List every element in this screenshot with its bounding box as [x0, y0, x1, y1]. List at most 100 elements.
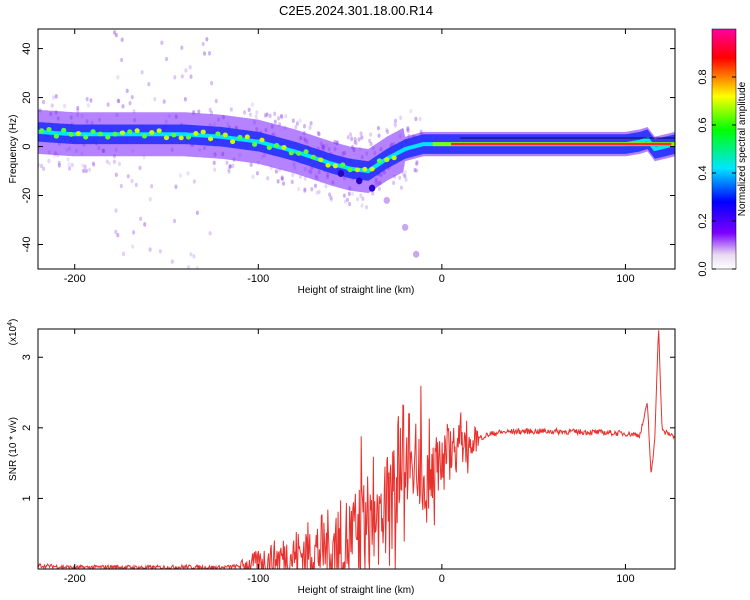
x-tick-label: 0: [439, 573, 445, 585]
noise-speck: [52, 95, 56, 100]
spectral-peak: [362, 166, 368, 172]
noise-speck: [316, 130, 320, 136]
noise-speck: [68, 166, 72, 171]
spectral-peak: [310, 154, 316, 160]
noise-speck: [349, 132, 353, 137]
noise-speck: [251, 174, 255, 180]
noise-speck: [173, 218, 177, 224]
branch-point: [412, 250, 420, 258]
noise-speck: [86, 103, 90, 108]
branch-point: [337, 169, 345, 177]
noise-speck: [227, 169, 231, 174]
noise-speck: [356, 197, 360, 202]
spectrogram-y-axis: 40 20 0 -20 -40: [21, 42, 675, 252]
noise-speck: [418, 116, 422, 122]
spectral-peak: [39, 128, 45, 134]
spectral-peak: [134, 128, 140, 134]
spectral-peak: [222, 132, 228, 138]
noise-speck: [303, 188, 307, 194]
noise-speck: [351, 191, 355, 197]
noise-speck: [116, 98, 120, 103]
noise-speck: [409, 108, 413, 114]
noise-speck: [414, 168, 418, 173]
noise-speck: [57, 160, 61, 166]
noise-speck: [291, 172, 295, 178]
x-tick-label: -100: [247, 573, 269, 585]
noise-speck: [248, 112, 252, 117]
noise-speck: [317, 131, 321, 137]
x-tick-label: 0: [439, 273, 445, 285]
noise-speck: [114, 32, 118, 38]
noise-speck: [298, 174, 302, 179]
noise-speck: [42, 99, 46, 105]
snr-frame: [37, 328, 676, 570]
noise-speck: [140, 69, 144, 75]
noise-speck: [345, 197, 349, 203]
noise-speck: [406, 128, 410, 134]
noise-speck: [116, 75, 120, 80]
spectral-peak: [75, 131, 81, 136]
noise-speck: [192, 179, 196, 184]
spectral-peak: [332, 163, 338, 169]
noise-speck: [88, 167, 92, 172]
spectral-peak: [391, 155, 397, 161]
noise-speck: [377, 186, 381, 191]
noise-speck: [291, 118, 295, 123]
noise-speck: [263, 113, 267, 118]
y-tick-label: 3: [21, 354, 33, 360]
snr-multiplier: (x104): [7, 319, 19, 346]
spectral-peak: [347, 167, 353, 173]
x-tick-label: 100: [616, 273, 634, 285]
noise-speck: [195, 210, 199, 215]
noise-speck: [125, 88, 129, 94]
noise-speck: [393, 122, 397, 127]
noise-speck: [249, 162, 253, 167]
noise-speck: [105, 159, 109, 164]
noise-speck: [130, 94, 134, 100]
noise-speck: [54, 94, 58, 99]
spectral-peak: [266, 145, 272, 151]
noise-speck: [84, 168, 88, 174]
noise-speck: [180, 74, 184, 79]
noise-speck: [178, 173, 182, 178]
noise-speck: [353, 140, 357, 145]
noise-speck: [392, 180, 396, 186]
noise-speck: [195, 265, 199, 269]
noise-speck: [308, 125, 312, 130]
spectral-peak: [384, 157, 390, 163]
x-tick-label: -200: [64, 273, 86, 285]
x-tick-label: -200: [64, 573, 86, 585]
noise-speck: [147, 81, 151, 87]
noise-speck: [376, 125, 380, 131]
noise-speck: [131, 244, 135, 249]
noise-speck: [208, 51, 212, 56]
noise-speck: [89, 98, 93, 103]
spectral-peak: [149, 130, 155, 135]
spectral-peak: [53, 133, 59, 139]
noise-speck: [47, 158, 51, 164]
noise-speck: [134, 182, 138, 188]
noise-speck: [189, 252, 193, 257]
noise-speck: [297, 186, 301, 192]
spectral-peak: [252, 142, 258, 147]
noise-speck: [66, 157, 70, 162]
spectral-peak: [46, 127, 52, 132]
colorbar-tick-label: 0.8: [697, 69, 709, 84]
noise-speck: [350, 136, 354, 141]
noise-speck: [229, 107, 233, 112]
noise-speck: [114, 172, 118, 177]
y-tick-label: -20: [21, 188, 33, 204]
noise-speck: [57, 163, 61, 168]
noise-speck: [76, 105, 80, 111]
noise-speck: [385, 127, 389, 133]
noise-speck: [212, 160, 216, 166]
y-tick-label: 1: [21, 495, 33, 501]
noise-speck: [138, 165, 142, 171]
noise-speck: [214, 98, 218, 104]
noise-speck: [369, 132, 373, 137]
noise-speck: [273, 119, 277, 124]
noise-speck: [139, 216, 143, 222]
snr-y-axis: 1 2 3: [21, 354, 675, 501]
noise-speck: [361, 196, 365, 201]
noise-speck: [279, 114, 283, 119]
